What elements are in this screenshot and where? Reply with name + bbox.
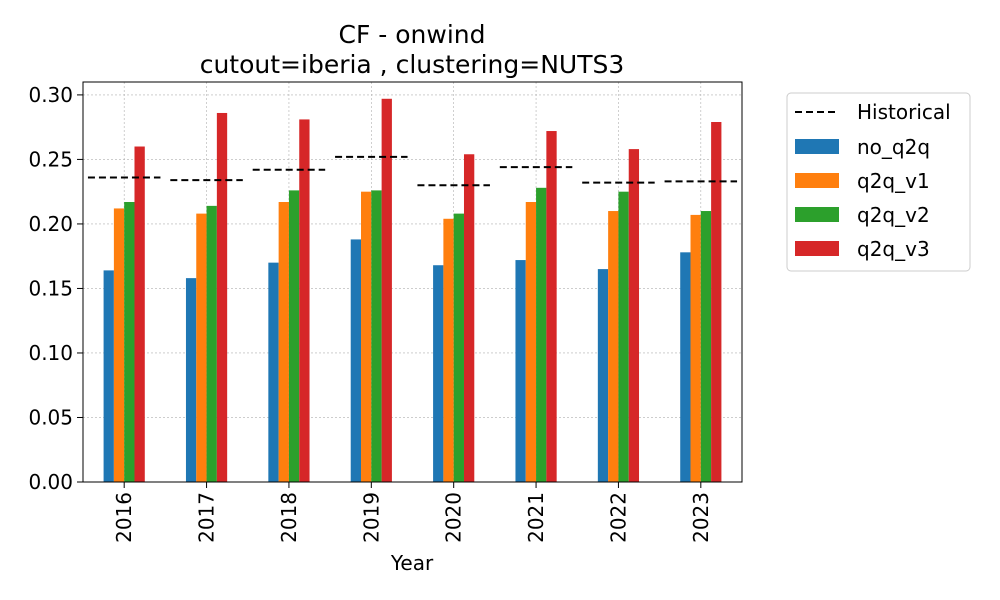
bar-q2q-v3-2020 xyxy=(463,154,475,483)
legend-box xyxy=(786,92,971,272)
bar-no-q2q-2016 xyxy=(103,270,114,482)
bar-q2q-v2-2016 xyxy=(124,202,135,482)
legend-label-q2q-v1: q2q_v1 xyxy=(857,169,930,193)
bar-no-q2q-2017 xyxy=(185,278,197,482)
x-tick-label-2021: 2021 xyxy=(524,492,548,543)
legend-label-q2q-v3: q2q_v3 xyxy=(857,237,930,261)
y-tick-label: 0.20 xyxy=(28,212,73,236)
bar-q2q-v1-2022 xyxy=(608,211,619,482)
x-axis: 2016 2017 2018 2019 2020 2021 2022 2023 xyxy=(112,482,713,543)
bar-no-q2q-2018 xyxy=(268,262,279,482)
plot-frame xyxy=(82,81,743,483)
chart-title-line-2: cutout=iberia , clustering=NUTS3 xyxy=(200,50,625,79)
y-tick-label: 0.30 xyxy=(28,83,73,107)
bar-q2q-v1-2019 xyxy=(361,191,372,482)
x-tick-label-2017: 2017 xyxy=(195,492,219,543)
bar-q2q-v2-2019 xyxy=(371,190,382,483)
bar-q2q-v3-2017 xyxy=(216,112,228,482)
bar-q2q-v2-2021 xyxy=(536,187,547,482)
bars xyxy=(103,98,722,483)
y-tick-label: 0.05 xyxy=(28,405,73,429)
bar-q2q-v3-2023 xyxy=(711,122,722,482)
bar-no-q2q-2019 xyxy=(350,239,362,482)
y-tick-label: 0.00 xyxy=(28,470,73,494)
bar-no-q2q-2023 xyxy=(680,252,691,482)
legend-swatch-no-q2q xyxy=(795,139,839,154)
y-tick-label: 0.15 xyxy=(28,276,73,300)
legend-label-no-q2q: no_q2q xyxy=(857,135,930,159)
bar-q2q-v3-2016 xyxy=(134,146,145,483)
chart-title-line-1: CF - onwind xyxy=(339,20,486,49)
bar-q2q-v3-2021 xyxy=(546,131,557,482)
bar-q2q-v2-2018 xyxy=(288,190,300,483)
y-axis: 0.00 0.05 0.10 0.15 0.20 0.25 0.30 xyxy=(28,83,83,494)
x-tick-label-2022: 2022 xyxy=(606,492,630,543)
bar-q2q-v1-2020 xyxy=(443,218,454,482)
bar-q2q-v3-2018 xyxy=(299,119,310,482)
legend: Historical no_q2q q2q_v1 q2q_v2 q2q_v3 xyxy=(786,92,971,272)
bar-q2q-v2-2023 xyxy=(700,211,712,482)
bar-q2q-v3-2022 xyxy=(628,149,640,482)
bar-q2q-v1-2017 xyxy=(196,213,207,482)
bar-q2q-v1-2016 xyxy=(113,208,125,483)
y-tick-label: 0.25 xyxy=(28,147,73,171)
x-tick-label-2018: 2018 xyxy=(277,492,301,543)
x-tick-label-2020: 2020 xyxy=(442,492,466,543)
x-tick-label-2019: 2019 xyxy=(359,492,383,543)
bar-no-q2q-2020 xyxy=(433,265,444,482)
bar-q2q-v2-2020 xyxy=(453,213,464,482)
legend-swatch-q2q-v2 xyxy=(795,207,839,222)
legend-swatch-q2q-v3 xyxy=(795,241,839,256)
legend-label-historical: Historical xyxy=(857,100,951,124)
legend-swatch-q2q-v1 xyxy=(795,173,839,188)
bar-no-q2q-2022 xyxy=(597,269,609,482)
x-axis-label: Year xyxy=(390,551,434,575)
x-tick-label-2016: 2016 xyxy=(112,492,136,543)
bar-q2q-v2-2017 xyxy=(206,205,217,482)
bar-q2q-v2-2022 xyxy=(618,191,629,482)
bar-q2q-v1-2018 xyxy=(278,202,289,482)
legend-label-q2q-v2: q2q_v2 xyxy=(857,203,930,227)
bar-q2q-v1-2023 xyxy=(690,214,701,482)
bar-no-q2q-2021 xyxy=(515,260,526,482)
x-tick-label-2023: 2023 xyxy=(689,492,713,543)
bar-q2q-v3-2019 xyxy=(381,98,392,482)
y-tick-label: 0.10 xyxy=(28,341,73,365)
historical-lines xyxy=(87,155,738,187)
bar-q2q-v1-2021 xyxy=(525,202,537,482)
